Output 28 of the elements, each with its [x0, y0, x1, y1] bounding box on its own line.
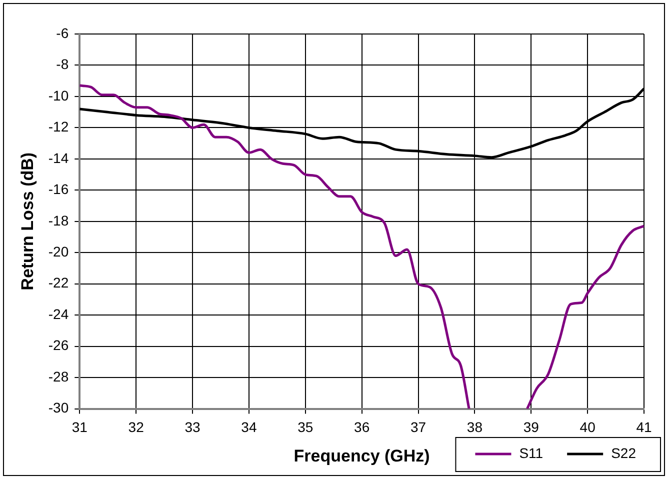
- x-tick-label: 33: [184, 419, 201, 436]
- x-tick-label: 36: [354, 419, 370, 436]
- y-tick-label: -12: [48, 118, 69, 135]
- x-tick-label: 34: [241, 419, 257, 436]
- y-tick-label: -30: [48, 400, 69, 416]
- x-tick-label: 38: [466, 419, 483, 436]
- x-tick-label: 31: [72, 419, 88, 436]
- y-tick-label: -10: [48, 87, 69, 104]
- x-tick-label: 37: [410, 419, 426, 436]
- legend-label: S22: [611, 444, 636, 461]
- y-tick-label: -22: [48, 274, 69, 291]
- y-axis-title: Return Loss (dB): [18, 152, 37, 290]
- y-tick-label: -14: [48, 150, 69, 166]
- x-tick-label: 41: [636, 419, 652, 436]
- x-tick-label: 40: [580, 419, 596, 436]
- y-tick-label: -20: [48, 243, 69, 260]
- x-tick-label: 35: [298, 419, 314, 436]
- y-tick-label: -18: [48, 212, 69, 228]
- y-tick-label: -24: [48, 306, 69, 322]
- x-tick-label: 32: [128, 419, 144, 436]
- y-tick-label: -16: [48, 181, 69, 198]
- y-tick-label: -26: [48, 337, 69, 354]
- legend-label: S11: [519, 444, 544, 461]
- y-tick-label: -6: [56, 24, 69, 41]
- x-tick-label: 39: [523, 419, 540, 436]
- x-axis-title: Frequency (GHz): [294, 446, 430, 466]
- y-tick-label: -8: [56, 56, 69, 72]
- y-tick-label: -28: [48, 368, 69, 384]
